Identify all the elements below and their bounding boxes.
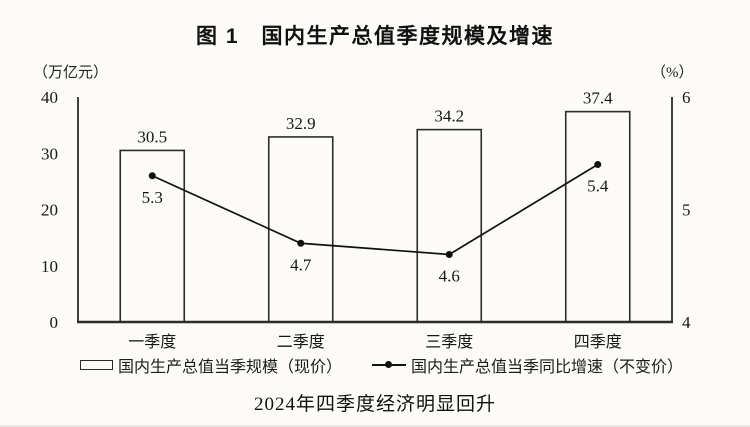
line-point-dot xyxy=(148,172,156,180)
line-point-dot xyxy=(594,161,602,168)
line-dot-swatch-icon xyxy=(372,361,406,369)
line-value-label: 4.6 xyxy=(439,267,460,286)
line-value-label: 5.4 xyxy=(587,177,609,196)
x-category-label: 二季度 xyxy=(277,333,325,351)
x-category-label: 三季度 xyxy=(425,333,473,351)
bar-swatch-icon xyxy=(80,360,113,370)
left-axis-tick-label: 0 xyxy=(50,313,59,332)
line-value-label: 4.7 xyxy=(290,255,312,274)
bar-value-label: 34.2 xyxy=(434,107,464,126)
left-axis-unit-label: （万亿元） xyxy=(33,65,109,81)
line-point-dot xyxy=(445,251,453,258)
chart-title: 图 1 国内生产总值季度规模及增速 xyxy=(195,25,554,48)
left-axis-tick-label: 30 xyxy=(41,144,58,163)
bar-value-label: 37.4 xyxy=(583,89,613,108)
right-axis-tick-label: 4 xyxy=(682,313,691,332)
bar-value-label: 30.5 xyxy=(137,127,167,146)
line-point-dot xyxy=(297,239,305,247)
left-axis-tick-label: 40 xyxy=(41,88,58,107)
legend-label-bar: 国内生产总值当季规模（现价） xyxy=(118,359,343,376)
bar-四季度 xyxy=(564,110,631,323)
legend-label-line: 国内生产总值当季同比增速（不变价） xyxy=(411,359,684,376)
right-axis-tick-label: 6 xyxy=(682,88,691,107)
growth-line xyxy=(151,163,599,256)
legend-item-line: 国内生产总值当季同比增速（不变价） xyxy=(372,355,684,376)
line-value-label: 5.3 xyxy=(142,188,163,207)
left-axis-tick-label: 20 xyxy=(41,201,58,220)
right-axis-tick-label: 5 xyxy=(682,201,691,220)
x-category-label: 一季度 xyxy=(128,333,176,351)
right-axis-unit-label: （%） xyxy=(651,65,694,81)
bar-三季度 xyxy=(416,128,483,323)
left-axis-tick-label: 10 xyxy=(41,257,58,276)
x-category-label: 四季度 xyxy=(574,333,622,351)
bar-二季度 xyxy=(267,136,334,323)
legend-item-bar: 国内生产总值当季规模（现价） xyxy=(80,355,343,376)
bar-value-label: 32.9 xyxy=(286,114,316,133)
figure-caption: 2024年四季度经济明显回升 xyxy=(253,394,496,415)
